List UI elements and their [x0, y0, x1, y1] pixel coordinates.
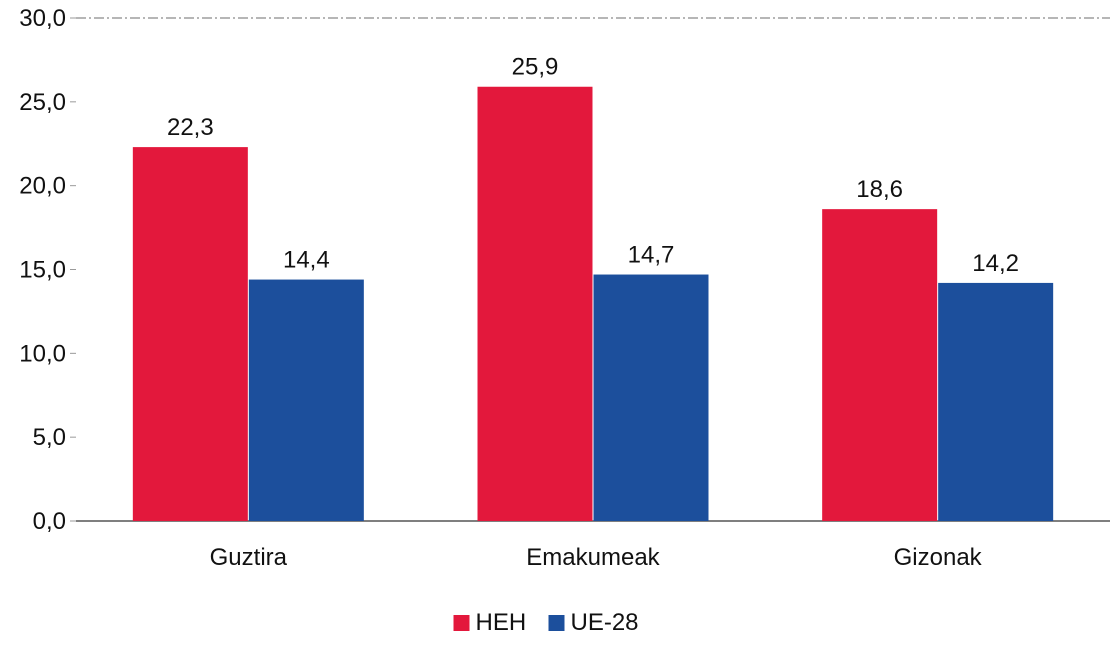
bar-ue-28-emakumeak — [593, 274, 709, 521]
bar-ue-28-gizonak — [938, 282, 1054, 521]
y-tick-label: 25,0 — [19, 89, 66, 116]
x-category-label: Gizonak — [894, 544, 983, 571]
data-label: 22,3 — [167, 114, 214, 141]
data-label: 18,6 — [856, 176, 903, 203]
bar-ue-28-guztira — [248, 279, 364, 521]
data-label: 14,7 — [628, 242, 675, 269]
data-label: 25,9 — [512, 54, 559, 81]
y-tick-label: 30,0 — [19, 5, 66, 32]
y-tick-label: 15,0 — [19, 257, 66, 284]
data-label: 14,4 — [283, 247, 330, 274]
x-category-label: Guztira — [210, 544, 288, 571]
data-label: 14,2 — [972, 250, 1019, 277]
bar-heh-emakumeak — [477, 86, 593, 521]
axis-layer: 0,0 5,0 10,0 15,0 20,0 25,0 30,0 Guztira Emakume… — [19, 5, 1110, 571]
y-tick-label: 0,0 — [33, 508, 66, 535]
legend-label: HEH — [476, 609, 527, 636]
x-category-label: Emakumeak — [526, 544, 660, 571]
legend: HEH UE-28 — [453, 609, 639, 636]
legend-swatch-ue-28 — [548, 615, 565, 631]
bar-heh-guztira — [132, 147, 248, 521]
data-labels-layer: 22,3 14,4 25,9 14,7 18,6 14,2 — [167, 54, 1019, 277]
y-tick-label: 5,0 — [33, 424, 66, 451]
bars-layer — [132, 86, 1054, 521]
legend-label: UE-28 — [571, 609, 639, 636]
y-tick-label: 20,0 — [19, 173, 66, 200]
legend-swatch-heh — [453, 615, 470, 631]
y-tick-label: 10,0 — [19, 340, 66, 367]
bar-heh-gizonak — [822, 209, 938, 521]
